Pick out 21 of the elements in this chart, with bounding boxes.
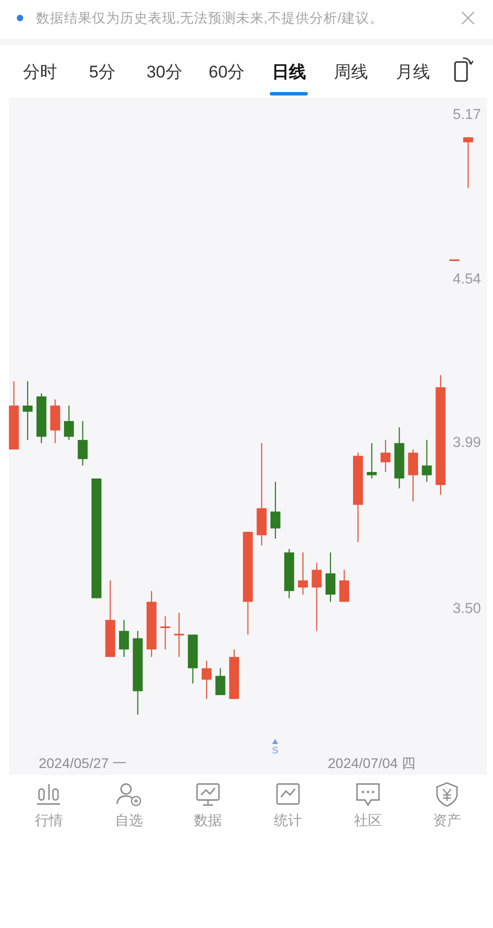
y-tick-label: 3.50 xyxy=(452,601,481,618)
text: 统计 xyxy=(274,812,302,828)
y-tick-label: 5.17 xyxy=(452,107,481,124)
text: 日线 xyxy=(272,62,306,82)
text: 资产 xyxy=(433,812,461,828)
text: 周线 xyxy=(334,62,368,82)
y-tick-label: 3.99 xyxy=(452,435,481,452)
text: 自选 xyxy=(115,812,143,828)
text: 数据 xyxy=(194,812,222,828)
text: 5分 xyxy=(88,62,116,82)
text: 60分 xyxy=(208,62,245,82)
text: 社区 xyxy=(354,812,382,828)
text: 月线 xyxy=(396,62,430,82)
text: 数据结果仅为历史表现,无法预测未来,不提供分析/建议。 xyxy=(36,10,384,26)
y-tick-label: 4.54 xyxy=(452,272,481,288)
text: 分时 xyxy=(23,62,57,82)
x-tick-label: 2024/05/27 一 xyxy=(38,755,127,771)
text: 30分 xyxy=(146,62,182,82)
annotation: S xyxy=(272,746,278,756)
text: 行情 xyxy=(35,812,63,828)
x-tick-label: 2024/07/04 四 xyxy=(328,755,416,771)
